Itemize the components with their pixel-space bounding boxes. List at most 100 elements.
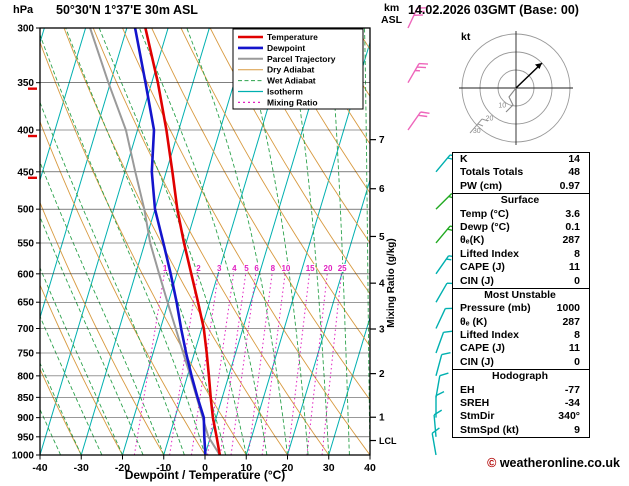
pressure-tick-label: 400 [17,126,34,137]
table-value: 14 [568,153,580,165]
hodograph-barb [469,118,489,134]
wind-barb [435,352,451,377]
wind-barb [435,390,445,418]
mixing-ratio-label: 20 [324,264,333,273]
table-label: CIN (J) [460,355,494,368]
legend-label: Dry Adiabat [267,65,315,75]
isotherm-line [40,28,169,455]
table-value: 11 [568,342,580,355]
pressure-tick-label: 900 [17,413,34,424]
altitude-axis-unit: km [384,2,400,14]
table-value: 0.97 [559,179,580,192]
pressure-tick-label: 550 [17,238,34,249]
pressure-axis-unit: hPa [13,4,34,16]
x-tick-label: 0 [202,462,208,474]
hodograph: 10 20 30 kt [459,31,573,145]
mixing-ratio-line [261,264,287,455]
dewpoint-curve [133,28,207,455]
table-value: 11 [568,261,580,274]
km-tick-label: 2 [379,369,385,380]
table-label: Pressure (mb) [460,302,531,315]
table-value: 0 [574,355,580,368]
pressure-tick-label: 850 [17,393,34,404]
wet-adiabat-line [40,408,62,455]
wet-adiabat-line [40,33,206,455]
parcel-trajectory-curve [89,28,221,455]
mixing-ratio-line [230,264,258,455]
table-row: Temp (°C) 3.6 [453,208,589,221]
table-value: -34 [564,397,580,410]
hodograph-ring-label: 10 [498,103,506,110]
wind-barb [435,330,453,354]
mixing-ratio-line [207,264,236,455]
mixing-ratio-line [219,264,248,455]
dry-adiabat-line [209,28,370,295]
table-label: StmDir [460,410,495,423]
table-label: K [460,153,468,165]
hodograph-trace [505,87,517,113]
table-label: StmSpd (kt) [460,423,519,436]
table-row: CIN (J) 0 [453,356,589,369]
table-row: StmSpd (kt) 9 [453,424,589,437]
lcl-label: LCL [379,436,397,446]
table-row: EH -77 [453,384,589,397]
table-label: SREH [460,397,490,410]
isotherm-line [80,28,210,455]
mixing-ratio-line [247,264,274,455]
isotherm-line [328,315,370,455]
km-tick-label: 6 [379,184,385,195]
km-tick-label: 3 [379,325,385,336]
table-row: CAPE (J) 11 [453,261,589,274]
mixing-ratio-label: 5 [244,264,249,273]
table-value: 3.6 [565,207,580,220]
plot-area: 1 2 3 4 5 6 8 10 15 20 25 [0,28,370,455]
table-row: Lifted Index 8 [453,248,589,261]
table-value: 9 [574,423,580,436]
table-row: SREH -34 [453,397,589,410]
pressure-tick-label: 750 [17,348,34,359]
pressure-tick-label: 650 [17,298,34,309]
x-tick-label: -10 [156,462,171,474]
pressure-tick-label: 500 [17,205,34,216]
hodograph-ring-label: 30 [473,128,481,135]
x-tick-label: 40 [364,462,376,474]
mixing-ratio-label: 4 [232,264,237,273]
x-tick-label: -20 [115,462,130,474]
legend-label: Parcel Trajectory [267,54,336,64]
table-label: Totals Totals [460,166,524,179]
wind-barb [407,111,430,131]
legend-box [232,28,364,110]
wind-barb [435,372,449,398]
copyright-symbol: © [487,456,497,470]
hodograph-unit-label: kt [461,31,471,43]
table-row: K 14 [453,153,589,166]
table-value: -77 [564,383,580,396]
isotherm-line [122,28,252,455]
mixing-ratio-label: 8 [271,264,276,273]
mixing-ratio-label: 10 [281,264,290,273]
table-row: StmDir 340° [453,410,589,423]
pressure-tick-label: 800 [17,371,34,382]
station-title: 50°30'N 1°37'E 30m ASL [56,3,198,17]
table-row: CIN (J) 0 [453,275,589,288]
pressure-tick-label: 700 [17,324,34,335]
table-value: 0.1 [565,220,580,233]
table-row: θₑ(K) 287 [453,234,589,247]
wet-adiabat-line [40,266,123,455]
table-label: Temp (°C) [460,207,509,220]
mixing-ratio-label: 2 [196,264,201,273]
pressure-tick-label: 950 [17,432,34,443]
dry-adiabat-line [40,368,82,455]
mixing-ratio-label: 25 [338,264,347,273]
table-row: Pressure (mb) 1000 [453,302,589,315]
isotherm-line [0,28,3,455]
copyright: © weatheronline.co.uk [487,456,620,470]
table-label: PW (cm) [460,179,502,192]
x-axis-title: Dewpoint / Temperature (°C) [124,468,286,482]
table-row: θₑ (K) 287 [453,316,589,329]
x-tick-label: -30 [74,462,89,474]
table-value: 48 [568,166,580,179]
pressure-tick-label: 300 [17,24,34,35]
